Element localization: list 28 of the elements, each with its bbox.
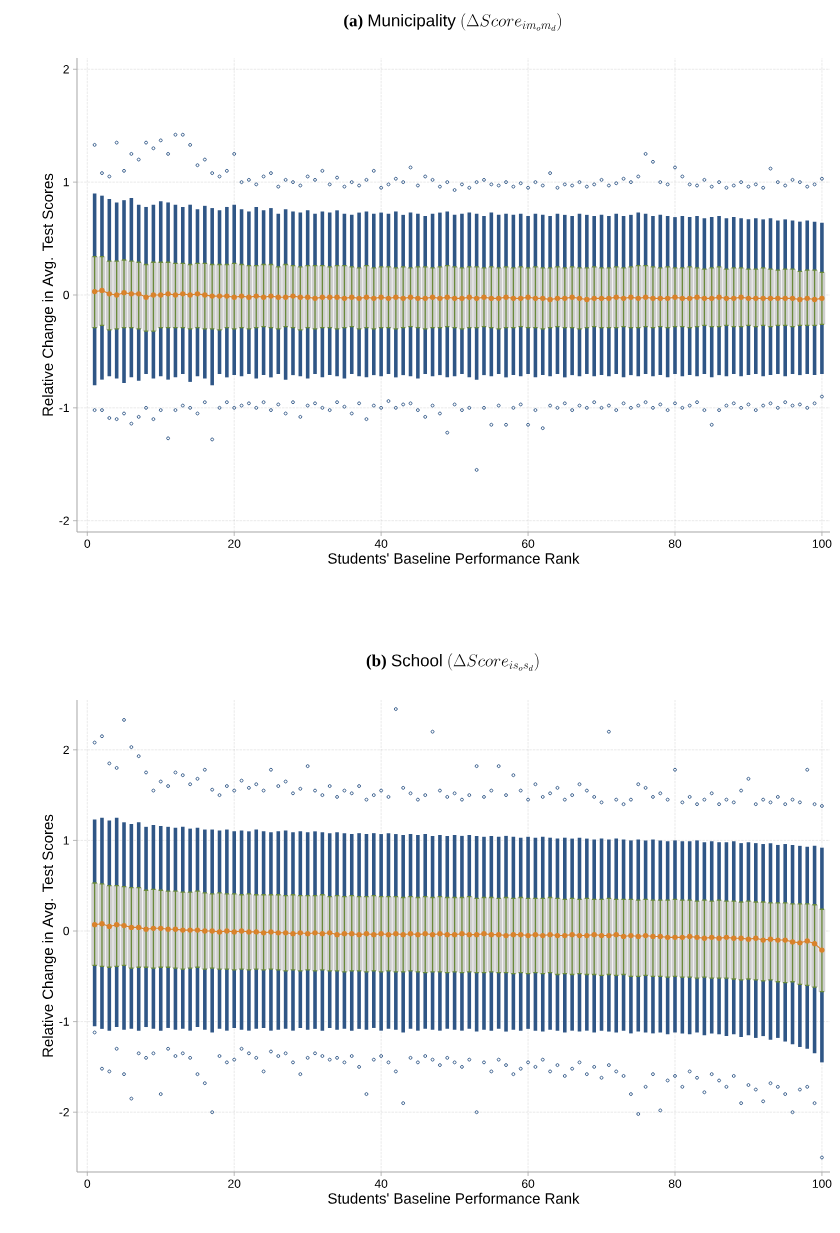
y-tick-label: 2 <box>63 745 69 754</box>
y-tick-label: -1 <box>59 403 69 412</box>
x-tick-label: 0 <box>84 539 91 548</box>
x-tick-label: 20 <box>228 539 241 548</box>
x-tick-label: 60 <box>522 1179 535 1188</box>
y-tick-label: -2 <box>59 1108 69 1117</box>
y-tick-label: 2 <box>63 65 69 74</box>
x-tick-label: 60 <box>522 539 535 548</box>
chart-title: $\textbf{(a)}\ \textrm{Municipality}\ (\Delta Score_{im_om_d})$ <box>344 13 562 31</box>
x-tick-label: 40 <box>374 539 388 548</box>
chart-title: $\textbf{(b)}\ \textrm{School}\ (\Delta Score_{is_os_d})$ <box>366 653 539 671</box>
y-axis-title: Relative Change in Avg. Test Scores <box>42 173 56 416</box>
x-tick-label: 80 <box>668 539 682 548</box>
y-tick-label: 0 <box>63 926 70 936</box>
y-tick-label: -2 <box>59 516 69 525</box>
x-tick-label: 100 <box>812 1179 832 1188</box>
x-tick-label: 40 <box>374 1179 388 1188</box>
y-axis-title: Relative Change in Avg. Test Scores <box>42 814 56 1057</box>
y-tick-label: 1 <box>63 836 69 845</box>
x-tick-label: 20 <box>228 1179 241 1188</box>
x-axis-title: Students' Baseline Performance Rank <box>328 552 580 564</box>
x-tick-label: 100 <box>812 539 832 548</box>
y-tick-label: 0 <box>63 290 70 300</box>
x-axis-title: Students' Baseline Performance Rank <box>328 1192 580 1204</box>
y-tick-label: 1 <box>63 178 69 187</box>
x-tick-label: 0 <box>84 1179 91 1188</box>
x-tick-label: 80 <box>668 1179 682 1188</box>
y-tick-label: -1 <box>59 1017 69 1026</box>
